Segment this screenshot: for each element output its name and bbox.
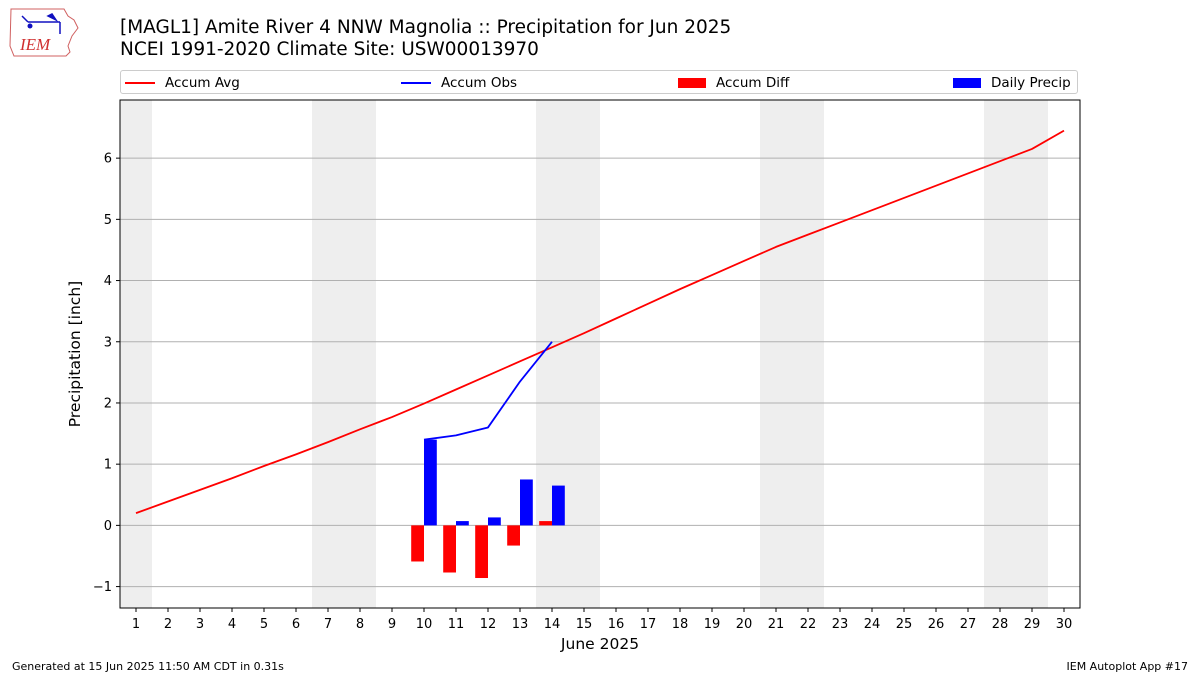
- y-axis-label: Precipitation [inch]: [66, 281, 84, 427]
- weekend-band-1: [120, 100, 152, 608]
- wind-vane-icon: [21, 13, 61, 34]
- accum-obs-line: [423, 341, 553, 441]
- legend-swatch-red-bar: [678, 78, 706, 88]
- plot-frame: [119, 99, 1081, 609]
- logo-text: IEM: [19, 35, 51, 54]
- x-tick-label: 4: [228, 617, 236, 632]
- legend-label: Daily Precip: [991, 75, 1071, 91]
- accum-diff-bar-day-11: [443, 525, 456, 573]
- y-tick-label: 1: [104, 458, 112, 473]
- daily-precip-bar-day-10: [424, 439, 437, 526]
- accum-diff-bar-day-14: [539, 521, 552, 526]
- accum-diff-bar-day-12: [475, 525, 488, 579]
- station-dot-icon: [27, 23, 33, 29]
- x-tick-label: 22: [800, 617, 817, 632]
- x-tick-label: 13: [512, 617, 529, 632]
- daily-precip-bar-day-13: [520, 479, 533, 526]
- iem-logo: IEM: [9, 8, 79, 57]
- x-tick-label: 29: [1024, 617, 1041, 632]
- x-tick-label: 20: [736, 617, 753, 632]
- x-tick-label: 7: [324, 617, 332, 632]
- x-tick-label: 26: [928, 617, 945, 632]
- legend-item-accum-diff: Accum Diff: [678, 73, 789, 93]
- x-tick-label: 15: [576, 617, 593, 632]
- weekend-band-28: [984, 100, 1016, 608]
- daily-precip-bar-day-12: [488, 517, 501, 526]
- y-tick-label: 5: [104, 213, 112, 228]
- chart-legend: Accum Avg Accum Obs Accum Diff Daily Pre…: [120, 70, 1078, 94]
- legend-item-accum-avg: Accum Avg: [125, 73, 240, 93]
- accum-diff-bar-day-10: [411, 525, 424, 562]
- bar-series: [411, 439, 565, 579]
- weekend-band-29: [1016, 100, 1048, 608]
- x-tick-label: 30: [1056, 617, 1073, 632]
- legend-label: Accum Obs: [441, 75, 518, 91]
- x-tick-label: 19: [704, 617, 721, 632]
- y-gridlines: [120, 157, 1080, 588]
- x-tick-label: 17: [640, 617, 657, 632]
- weekend-band-7: [312, 100, 344, 608]
- legend-item-accum-obs: Accum Obs: [401, 73, 517, 93]
- legend-swatch-blue-line: [401, 82, 431, 84]
- weekend-band-15: [568, 100, 600, 608]
- y-tick-label: 2: [104, 396, 112, 411]
- chart-subtitle: NCEI 1991-2020 Climate Site: USW00013970: [120, 39, 539, 60]
- x-tick-label: 24: [864, 617, 881, 632]
- legend-label: Accum Diff: [716, 75, 790, 91]
- x-tick-label: 10: [416, 617, 433, 632]
- daily-precip-bar-day-11: [456, 521, 469, 526]
- x-tick-label: 2: [164, 617, 172, 632]
- app-id-label: IEM Autoplot App #17: [1066, 660, 1189, 673]
- y-tick-label: 6: [104, 152, 112, 167]
- x-tick-label: 21: [768, 617, 785, 632]
- accum-avg-line: [135, 129, 1065, 514]
- x-tick-label: 16: [608, 617, 625, 632]
- y-tick-label: 0: [104, 519, 112, 534]
- x-axis-label: June 2025: [560, 635, 639, 653]
- weekend-band-22: [792, 100, 824, 608]
- chart-title: [MAGL1] Amite River 4 NNW Magnolia :: Pr…: [120, 17, 732, 38]
- x-tick-label: 23: [832, 617, 849, 632]
- x-tick-label: 27: [960, 617, 977, 632]
- x-tick-label: 14: [544, 617, 561, 632]
- x-tick-label: 3: [196, 617, 204, 632]
- x-tick-label: 6: [292, 617, 300, 632]
- legend-label: Accum Avg: [165, 75, 240, 91]
- x-tick-label: 12: [480, 617, 497, 632]
- y-tick-label: 4: [104, 274, 112, 289]
- legend-swatch-red-line: [125, 82, 155, 84]
- x-tick-label: 8: [356, 617, 364, 632]
- x-tick-label: 5: [260, 617, 268, 632]
- daily-precip-bar-day-14: [552, 485, 565, 526]
- x-tick-label: 1: [132, 617, 140, 632]
- accum-diff-bar-day-13: [507, 525, 520, 546]
- legend-item-daily-precip: Daily Precip: [953, 73, 1071, 93]
- y-tick-label: −1: [93, 580, 112, 595]
- x-tick-label: 9: [388, 617, 396, 632]
- weekend-band-8: [344, 100, 376, 608]
- legend-swatch-blue-bar: [953, 78, 981, 88]
- x-tick-label: 18: [672, 617, 689, 632]
- x-tick-label: 28: [992, 617, 1009, 632]
- y-tick-label: 3: [104, 335, 112, 350]
- weekend-shading: [120, 100, 1048, 608]
- weekend-band-21: [760, 100, 792, 608]
- weekend-band-14: [536, 100, 568, 608]
- generated-timestamp: Generated at 15 Jun 2025 11:50 AM CDT in…: [12, 660, 284, 673]
- line-series: [135, 129, 1065, 514]
- x-tick-label: 25: [896, 617, 913, 632]
- x-tick-label: 11: [448, 617, 465, 632]
